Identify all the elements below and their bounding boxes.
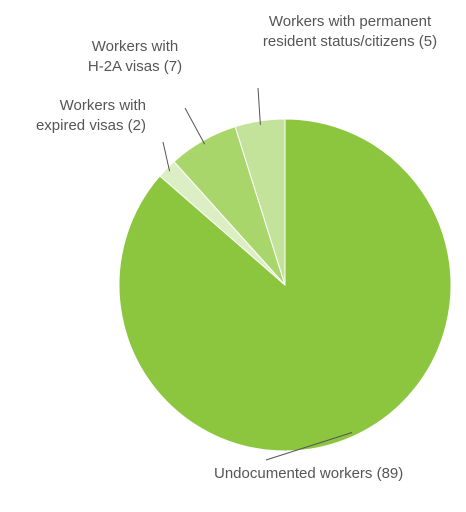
label-expired-visas: Workers with expired visas (2) bbox=[35, 97, 146, 134]
leader-line-1 bbox=[162, 141, 171, 172]
label-permanent-resident: Workers with permanent resident status/c… bbox=[262, 13, 438, 50]
leader-line-3 bbox=[257, 87, 261, 125]
pie-slice-0 bbox=[118, 118, 452, 452]
leader-line-2 bbox=[184, 107, 206, 145]
leader-lines bbox=[162, 87, 353, 461]
label-undocumented-workers: Undocumented workers (89) bbox=[214, 465, 404, 482]
leader-line-0 bbox=[265, 432, 353, 461]
label-h2a-visas: Workers with H-2A visas (7) bbox=[87, 38, 183, 75]
pie-slices bbox=[118, 118, 452, 452]
